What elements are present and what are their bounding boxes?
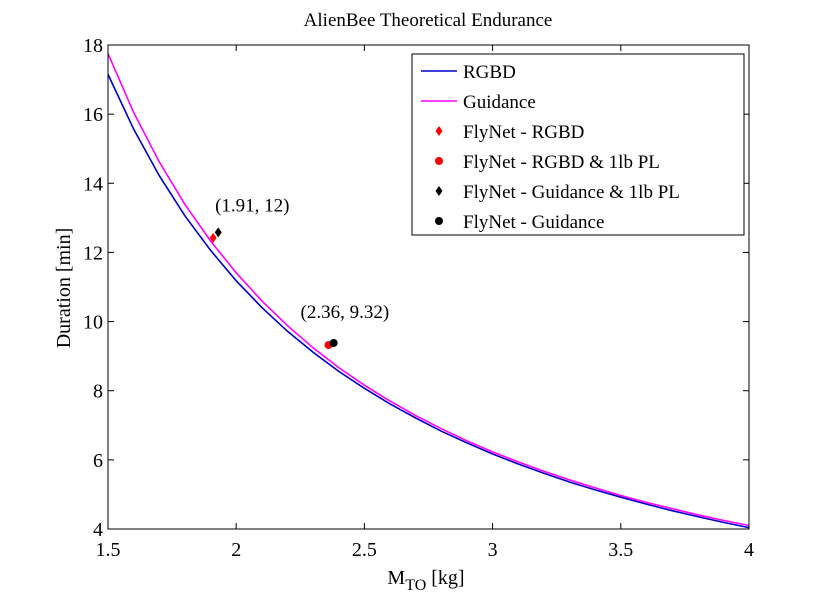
y-tick-label: 18 <box>83 35 103 57</box>
y-axis-label: Duration [min] <box>53 228 75 349</box>
legend-swatch-3 <box>435 157 443 165</box>
legend-swatch-2 <box>435 126 443 136</box>
plot-area: (1.91, 12)(2.36, 9.32) 1.5 2 2.5 3 3.5 4 4681… <box>83 35 754 561</box>
data-markers <box>209 227 338 350</box>
legend-swatch-4 <box>435 186 443 196</box>
legend-entry-2: FlyNet - RGBD <box>463 122 584 143</box>
series-line-0 <box>107 74 750 529</box>
point-annotation: (1.91, 12) <box>215 196 289 217</box>
legend-entry-0: RGBD <box>463 62 516 83</box>
annotations: (1.91, 12) (2.36, 9.32) <box>215 196 389 323</box>
y-tick-label: 6 <box>93 450 103 472</box>
x-tick-label: 4 <box>744 539 754 561</box>
x-tick-label: 2 <box>231 539 241 561</box>
y-axis-ticks: 4 6 8 10 12 14 16 18 <box>83 35 749 541</box>
series-marker-2 <box>209 232 217 243</box>
y-tick-label: 12 <box>83 242 103 264</box>
series-marker-4 <box>214 227 222 238</box>
legend-entry-4: FlyNet - Guidance & 1lb PL <box>463 182 680 203</box>
y-tick-label: 14 <box>83 173 103 195</box>
x-tick-label: 3.5 <box>608 539 633 561</box>
legend-box <box>411 53 745 236</box>
legend: RGBD Guidance FlyNet - RGBD FlyNet - RGBD &… <box>411 53 745 236</box>
legend-entry-3: FlyNet - RGBD & 1lb PL <box>463 152 660 173</box>
x-tick-label: 3 <box>488 539 498 561</box>
x-tick-label: 1.5 <box>96 539 121 561</box>
curves <box>107 53 750 529</box>
legend-entry-1: Guidance <box>463 92 536 113</box>
y-tick-label: 4 <box>93 519 103 541</box>
axes-box <box>107 44 750 530</box>
y-tick-label: 16 <box>83 104 103 126</box>
legend-entry-5: FlyNet - Guidance <box>463 212 604 233</box>
series-line-1 <box>107 53 750 527</box>
x-axis-label-subscript: TO <box>405 577 426 594</box>
y-tick-label: 10 <box>83 312 103 334</box>
x-axis-ticks: 1.5 2 2.5 3 3.5 4 <box>96 45 754 561</box>
x-tick-label: 2.5 <box>352 539 377 561</box>
y-tick-label: 8 <box>93 381 103 403</box>
x-axis-label-main: M <box>387 567 405 589</box>
x-axis-label-unit: [kg] <box>431 567 464 589</box>
point-annotation: (2.36, 9.32) <box>301 302 390 323</box>
chart-title: AlienBee Theoretical Endurance <box>304 10 553 31</box>
legend-swatch-5 <box>435 217 443 225</box>
series-marker-5 <box>329 339 338 348</box>
x-axis-label: MTO [kg] <box>387 567 464 594</box>
